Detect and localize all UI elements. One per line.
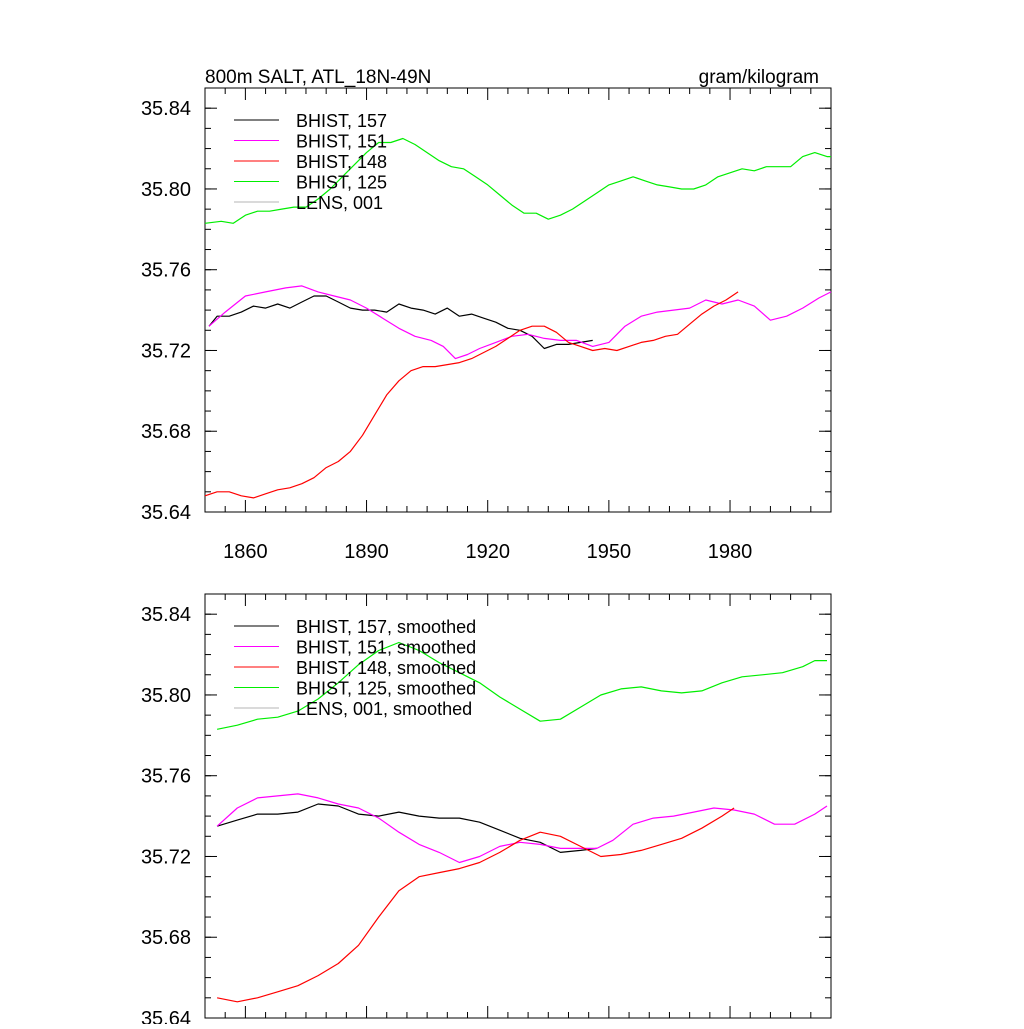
panel-2-line-bhist-125-smoothed (216, 641, 827, 730)
panel-2-legend-label: BHIST, 148, smoothed (296, 658, 476, 678)
panel-2-line-bhist-151-smoothed (216, 793, 828, 864)
panel-1-y-tick-label: 35.84 (141, 98, 191, 120)
panel-2-y-tick-label: 35.84 (141, 604, 191, 626)
panel-1-x-tick-label: 1950 (587, 541, 632, 563)
panel-2-line-bhist-157-smoothed (216, 803, 597, 854)
panel-1-legend-label: BHIST, 157 (296, 111, 387, 131)
panel-1-x-tick-label: 1980 (708, 541, 753, 563)
panel-1-line-bhist-157 (208, 295, 593, 350)
chart-title: 800m SALT, ATL_18N-49N (205, 67, 431, 88)
panel-1-line-bhist-148 (204, 291, 739, 499)
panel-1-line-bhist-151 (208, 285, 832, 360)
panel-2-legend-label: LENS, 001, smoothed (296, 699, 472, 719)
panel-2-legend-label: BHIST, 151, smoothed (296, 638, 476, 658)
panel-1-x-tick-label: 1890 (344, 541, 389, 563)
panel-1-line-bhist-125 (204, 137, 831, 224)
panel-1-y-tick-label: 35.76 (141, 260, 191, 282)
panel-1-legend-label: LENS, 001 (296, 193, 383, 213)
chart-units: gram/kilogram (699, 67, 819, 88)
panel-1-x-tick-label: 1860 (223, 541, 268, 563)
panel-1-y-tick-label: 35.64 (141, 502, 191, 524)
panel-2-y-tick-label: 35.72 (141, 846, 191, 868)
panel-1-y-tick-label: 35.68 (141, 421, 191, 443)
panel-2-y-tick-label: 35.64 (141, 1008, 191, 1024)
panel-2-legend-label: BHIST, 125, smoothed (296, 679, 476, 699)
panel-1-x-tick-label: 1920 (465, 541, 510, 563)
panel-1-frame (204, 87, 832, 513)
panel-2-y-tick-label: 35.80 (141, 685, 191, 707)
panel-1-legend-label: BHIST, 148 (296, 152, 387, 172)
panel-1-legend-label: BHIST, 151 (296, 132, 387, 152)
panel-2-y-tick-label: 35.68 (141, 927, 191, 949)
panel-2-frame (204, 593, 832, 1019)
panel-2-legend-label: BHIST, 157, smoothed (296, 617, 476, 637)
panel-2-y-tick-label: 35.76 (141, 766, 191, 788)
panel-1-y-tick-label: 35.80 (141, 179, 191, 201)
panel-1-y-tick-label: 35.72 (141, 340, 191, 362)
panel-1-legend-label: BHIST, 125 (296, 173, 387, 193)
panel-2-line-bhist-148-smoothed (216, 807, 735, 1003)
